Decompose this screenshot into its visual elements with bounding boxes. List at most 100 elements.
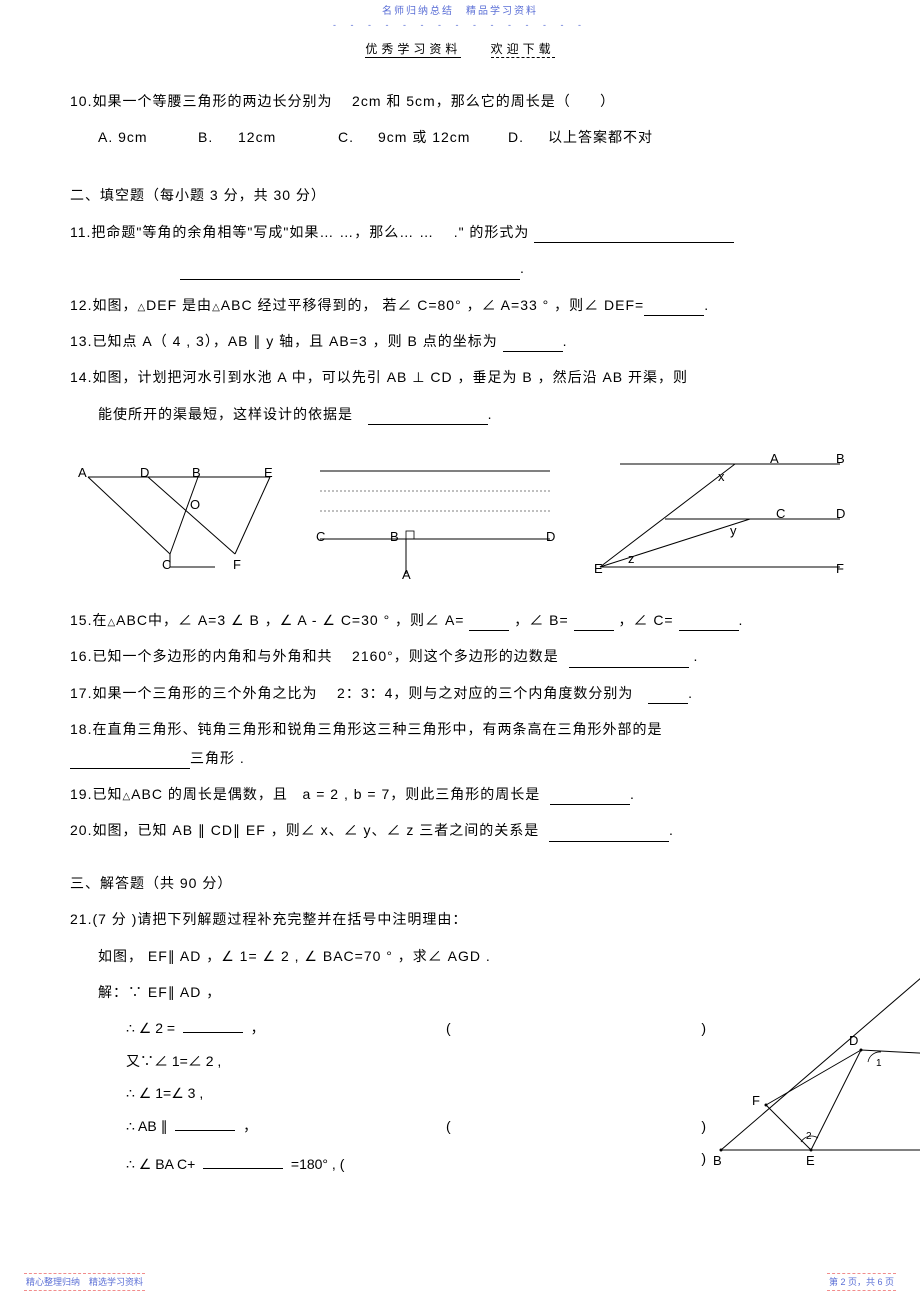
label-F: F — [752, 1091, 760, 1112]
q10-opt-a: A. 9cm — [98, 126, 198, 148]
p1-a: ∴ ∠ 2 = — [126, 1020, 175, 1036]
blank — [644, 302, 704, 316]
q18-a: 18.在直角三角形、钝角三角形和锐角三角形这三种三角形中，有两条高在三角形外部的… — [70, 718, 662, 740]
label-O: O — [190, 495, 200, 516]
label-C: C — [776, 504, 785, 525]
q12-a: 12.如图， — [70, 294, 137, 316]
blank — [180, 266, 520, 280]
q16-b: 2160°，则这个多边形的边数是 — [352, 645, 559, 667]
label-D: D — [140, 463, 149, 484]
section3-title: 三、解答题（共 90 分） — [70, 872, 850, 894]
blank — [549, 828, 669, 842]
label-D: D — [849, 1031, 858, 1052]
q15-a: 15.在 — [70, 609, 107, 631]
q19-a: 19.已知 — [70, 783, 122, 805]
q14-c: . — [488, 403, 493, 425]
label-F: F — [233, 555, 241, 576]
q15-e: . — [739, 609, 744, 631]
label-2: 2 — [806, 1129, 812, 1145]
q15-d: ，∠ C= — [618, 609, 673, 631]
p5-b: =180° , ( — [291, 1156, 344, 1172]
q10-opt-b-label: B. — [198, 126, 238, 148]
diagram-row: A D B E O C F C B D A — [70, 449, 850, 579]
p4-a: ∴ AB ∥ — [126, 1118, 168, 1134]
q14: 14.如图，计划把河水引到水池 A 中，可以先引 AB ⊥ CD ，垂足为 B … — [70, 366, 850, 388]
proof-2: 又∵∠ 1=∠ 2 , — [70, 1050, 706, 1072]
label-D: D — [546, 527, 555, 548]
top-header: 名师归纳总结 精品学习资料 — [0, 0, 920, 20]
q13-b: . — [563, 330, 568, 352]
q17: 17.如果一个三角形的三个外角之比为 2：3：4，则与之对应的三个内角度数分别为… — [70, 682, 850, 704]
triangle-icon: △ — [122, 789, 131, 805]
label-A: A — [770, 449, 779, 470]
q10-opt-d-label: D. — [508, 126, 548, 148]
proof-3: ∴ ∠ 1=∠ 3 , — [70, 1082, 706, 1104]
q14-b: 能使所开的渠最短，这样设计的依据是 — [98, 403, 353, 425]
q19-c: a = 2 , b = 7，则此三角形的周长是 — [303, 783, 541, 805]
dot: . — [520, 257, 525, 279]
blank — [70, 755, 190, 769]
q15: 15.在△ ABC中，∠ A=3 ∠ B ，∠ A - ∠ C=30 ° ，则∠… — [70, 609, 850, 631]
blank — [368, 411, 488, 425]
q18-cont: 三角形 . — [70, 747, 850, 769]
label-C: C — [316, 527, 325, 548]
sub-header: 优秀学习资料 欢迎下载 — [0, 40, 920, 59]
q21-given: 如图， EF∥ AD ，∠ 1= ∠ 2 , ∠ BAC=70 ° ，求∠ AG… — [70, 945, 706, 967]
label-F: F — [836, 559, 844, 580]
q17-c: . — [688, 682, 693, 704]
blank — [203, 1155, 283, 1169]
q20: 20.如图，已知 AB ∥ CD∥ EF ，则∠ x、∠ y、∠ z 三者之间的… — [70, 819, 850, 841]
q13: 13.已知点 A（ 4 , 3），AB ∥ y 轴，且 AB=3 ，则 B 点的… — [70, 330, 850, 352]
q16-c: . — [693, 645, 698, 667]
label-1: 1 — [876, 1056, 882, 1072]
q18-b: 三角形 . — [190, 747, 245, 769]
q19: 19.已知△ ABC 的周长是偶数，且 a = 2 , b = 7，则此三角形的… — [70, 783, 850, 805]
section2-title: 二、填空题（每小题 3 分，共 30 分） — [70, 184, 850, 206]
diagram-1: A D B E O C F — [70, 459, 280, 579]
footer-right: 第 2 页，共 6 页 — [827, 1273, 896, 1291]
q12-d: . — [704, 294, 709, 316]
p5-a: ∴ ∠ BA C+ — [126, 1156, 195, 1172]
q12: 12.如图，△ DEF 是由△ ABC 经过平移得到的， 若∠ C=80° ，∠… — [70, 294, 850, 316]
diagram-1-svg — [70, 459, 280, 579]
diagram-4-svg — [706, 955, 920, 1165]
q14-a: 14.如图，计划把河水引到水池 A 中，可以先引 AB ⊥ CD ，垂足为 B … — [70, 366, 688, 388]
q17-b: 2：3：4，则与之对应的三个内角度数分别为 — [337, 682, 633, 704]
sub-right: 欢迎下载 — [491, 42, 555, 58]
q10-opt-b-val: 12cm — [238, 126, 338, 148]
proof-4: ∴ AB ∥ ， () — [70, 1115, 706, 1137]
q14-cont: 能使所开的渠最短，这样设计的依据是 . — [70, 403, 850, 425]
label-C: C — [162, 555, 171, 576]
triangle-icon: △ — [137, 300, 146, 316]
label-E: E — [806, 1151, 815, 1172]
diagram-3: A B x C D y z E F — [590, 449, 850, 579]
label-D: D — [836, 504, 845, 525]
q18: 18.在直角三角形、钝角三角形和锐角三角形这三种三角形中，有两条高在三角形外部的… — [70, 718, 850, 740]
q20-a: 20.如图，已知 AB ∥ CD∥ EF ，则∠ x、∠ y、∠ z 三者之间的… — [70, 819, 539, 841]
q21-solve: 解：∵ EF∥ AD ， — [70, 981, 706, 1003]
label-z: z — [628, 549, 635, 570]
q10-opt-d-val: 以上答案都不对 — [548, 126, 653, 148]
q10-text-a: 10.如果一个等腰三角形的两边长分别为 — [70, 90, 332, 112]
p1-b: ， — [251, 1020, 265, 1036]
dotted-divider: - - - - - - - - - - - - - - - — [0, 18, 920, 32]
proof-1: ∴ ∠ 2 = ， () — [70, 1017, 706, 1039]
label-B: B — [836, 449, 845, 470]
label-x: x — [718, 467, 725, 488]
q16: 16.已知一个多边形的内角和与外角和共 2160°，则这个多边形的边数是 . — [70, 645, 850, 667]
q15-c: ，∠ B= — [514, 609, 568, 631]
blank — [574, 617, 614, 631]
q10-stem: 10.如果一个等腰三角形的两边长分别为 2cm 和 5cm，那么它的周长是（ ） — [70, 90, 850, 112]
blank — [648, 690, 688, 704]
label-B: B — [390, 527, 399, 548]
q15-b: ABC中，∠ A=3 ∠ B ，∠ A - ∠ C=30 ° ，则∠ A= — [116, 609, 464, 631]
diagram-2: C B D A — [310, 459, 560, 579]
q11: 11.把命题"等角的余角相等"写成"如果… …，那么… … ." 的形式为 — [70, 221, 850, 243]
q20-b: . — [669, 819, 674, 841]
q19-d: . — [630, 783, 635, 805]
q12-c: ABC 经过平移得到的， 若∠ C=80° ，∠ A=33 ° ，则∠ DEF= — [221, 294, 644, 316]
p3: ∴ ∠ 1=∠ 3 , — [126, 1082, 446, 1104]
q21-head: 21.(7 分 )请把下列解题过程补充完整并在括号中注明理由： — [70, 908, 850, 930]
blank — [569, 654, 689, 668]
q10-text-c: ） — [600, 90, 615, 112]
